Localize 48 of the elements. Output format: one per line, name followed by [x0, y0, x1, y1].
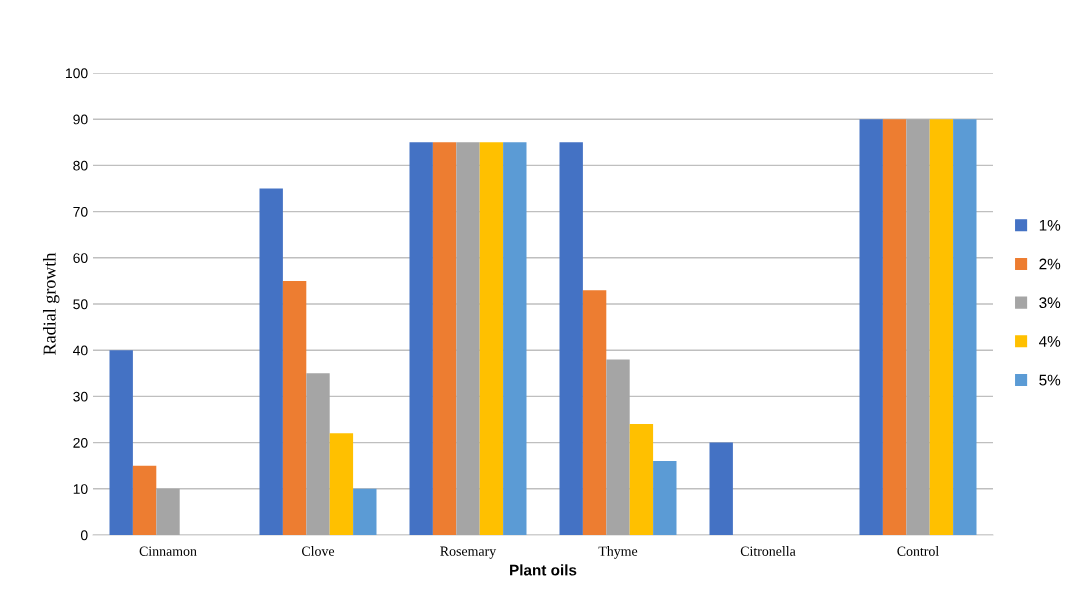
legend-label: 5% [1039, 374, 1061, 386]
bar [432, 142, 457, 535]
bar [953, 119, 977, 535]
bar [629, 424, 654, 535]
bar [559, 142, 583, 535]
x-tick-label: Thyme [598, 546, 638, 559]
x-tick-label: Clove [301, 546, 335, 556]
y-tick-label: 30 [73, 391, 88, 402]
bar [306, 373, 330, 535]
legend-label: 2% [1039, 258, 1061, 270]
bar [156, 488, 180, 535]
bar [709, 442, 733, 535]
y-tick-label: 10 [73, 484, 88, 494]
bar [329, 433, 354, 535]
x-tick-label: Control [897, 546, 939, 556]
y-tick-label: 100 [66, 68, 88, 79]
y-tick-label: 80 [73, 160, 88, 171]
bar [353, 488, 377, 535]
bar [109, 350, 133, 535]
y-tick-label: 90 [73, 114, 88, 125]
legend-label: 1% [1039, 219, 1061, 231]
y-tick-label: 50 [73, 299, 88, 310]
bar [456, 142, 480, 535]
legend-label: 3% [1039, 297, 1061, 309]
bar [282, 280, 307, 535]
bar [479, 142, 504, 535]
bar [503, 142, 527, 535]
bar [653, 461, 677, 535]
bar [859, 119, 883, 535]
y-tick-label: 40 [73, 345, 88, 356]
bar [259, 188, 283, 535]
bar [906, 119, 930, 535]
bar [132, 465, 157, 535]
x-tick-label: Rosemary [440, 546, 497, 559]
bar [929, 119, 954, 535]
y-tick-label: 60 [73, 253, 88, 263]
legend-label: 4% [1039, 336, 1061, 347]
y-tick-label: 0 [80, 530, 88, 541]
y-axis-title: Radial growth [42, 252, 60, 355]
x-axis-title: Plant oils [510, 564, 577, 576]
x-tick-label: Citronella [740, 546, 796, 556]
x-tick-label: Cinnamon [139, 546, 197, 556]
y-tick-label: 70 [73, 206, 88, 217]
y-tick-label: 20 [73, 437, 88, 448]
bar [882, 119, 907, 535]
bar [606, 359, 630, 535]
bar [582, 290, 607, 535]
bar [409, 142, 433, 535]
